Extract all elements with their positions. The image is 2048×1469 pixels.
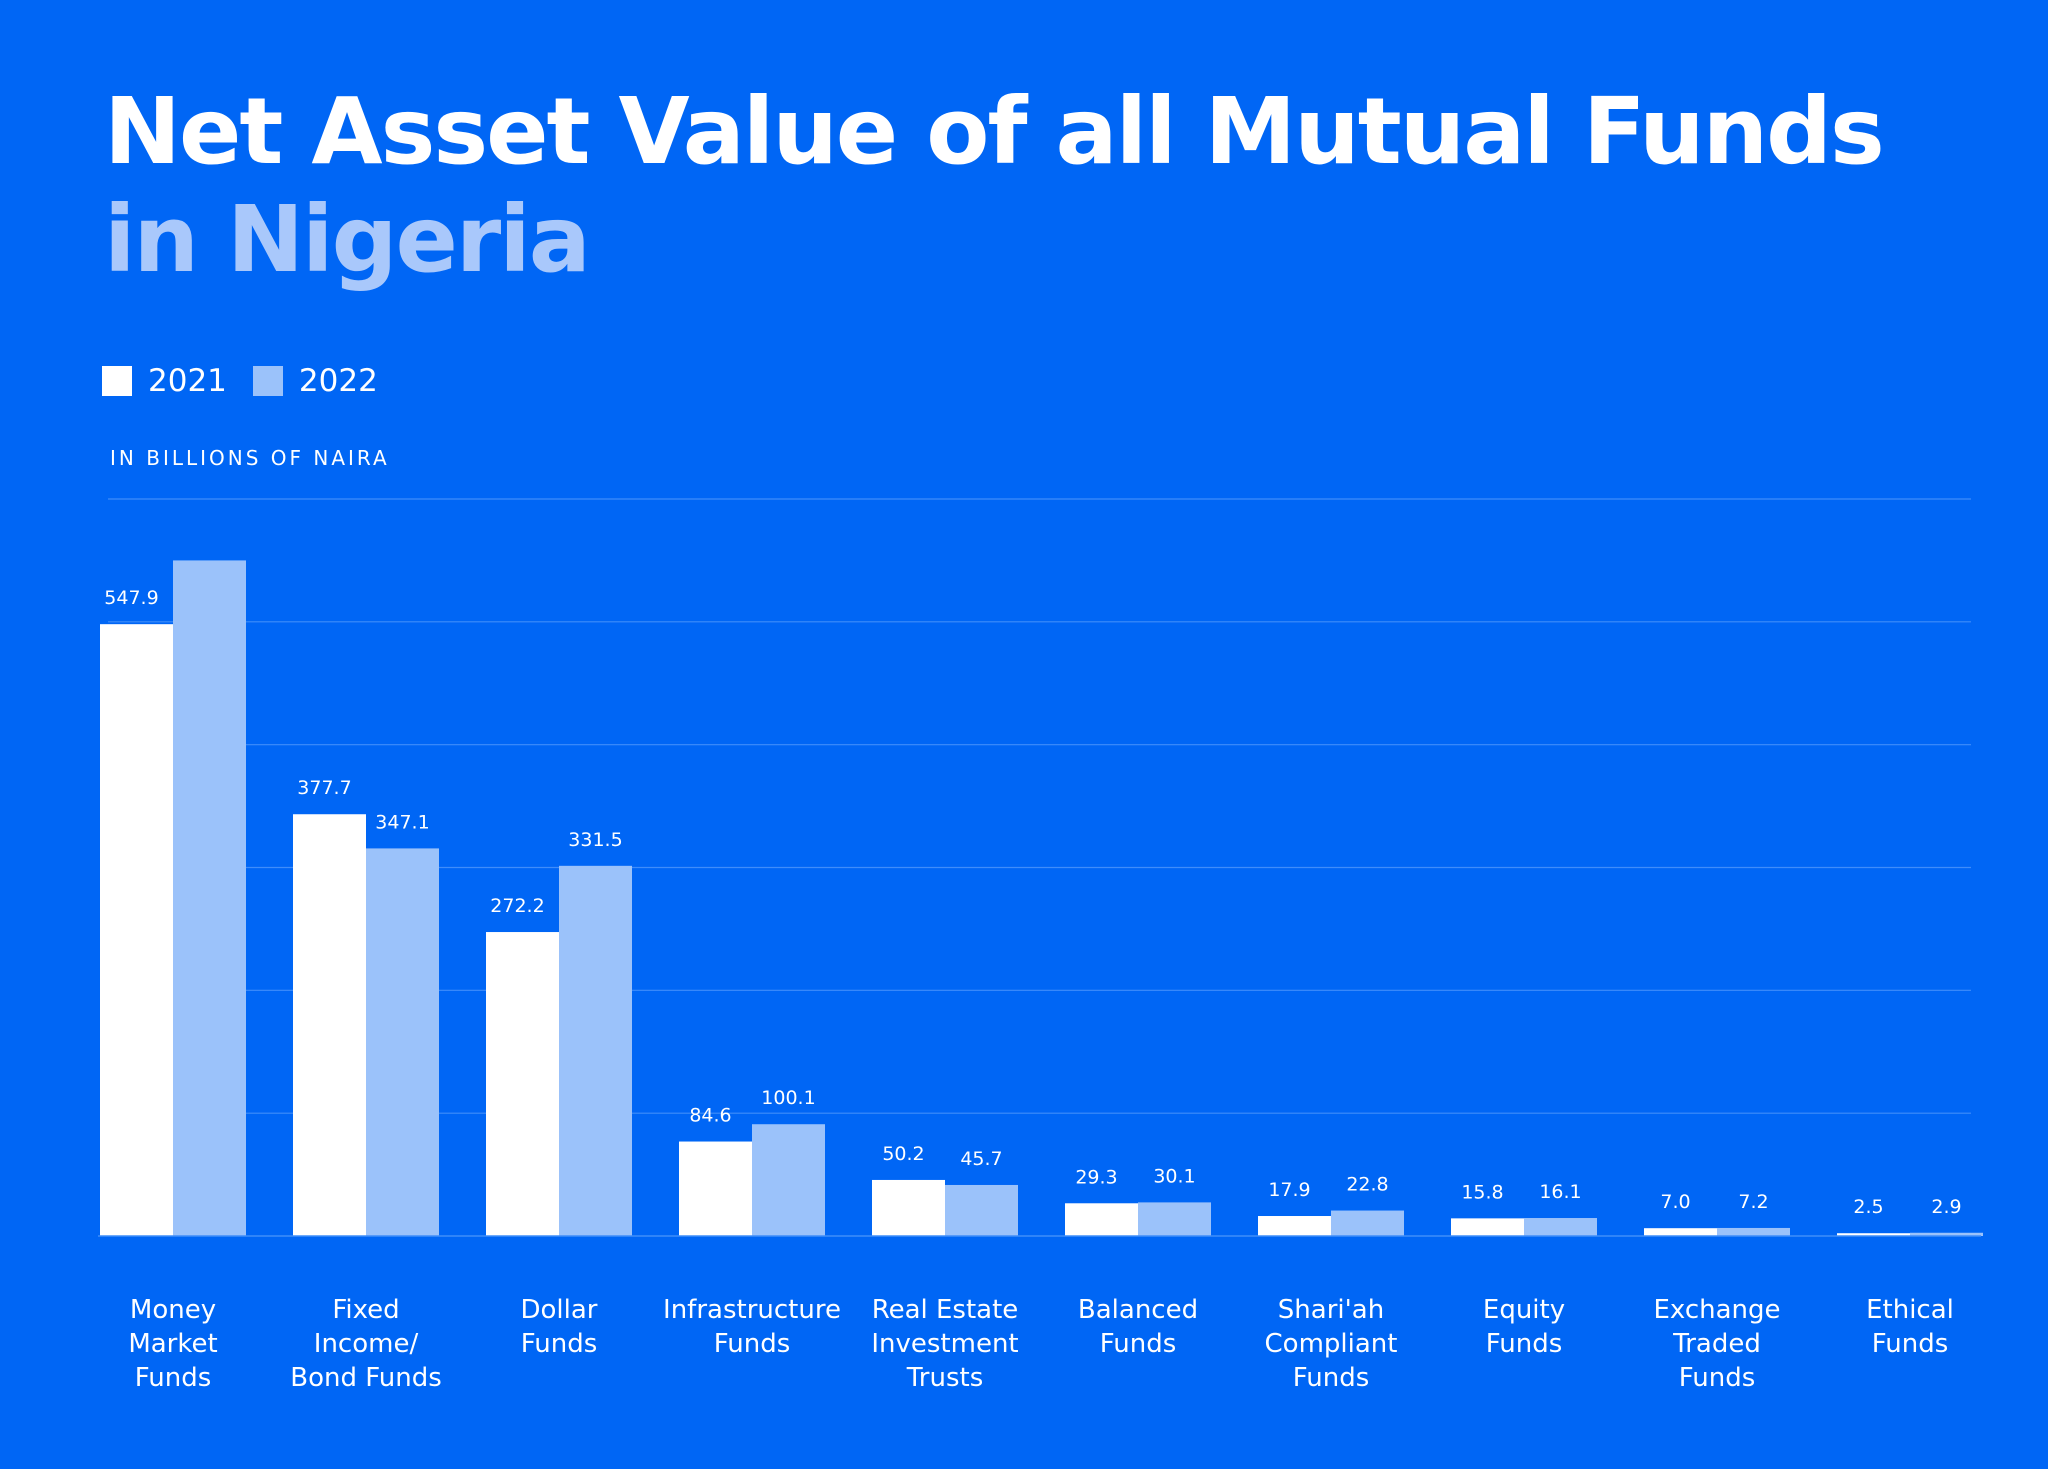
data-label-2021-3: 84.6 [689, 1105, 731, 1127]
data-label-2022-6: 22.8 [1346, 1174, 1388, 1196]
category-label: Income/ [314, 1329, 419, 1359]
category-label: Funds [1872, 1329, 1949, 1359]
data-label-2021-5: 29.3 [1075, 1166, 1117, 1188]
bar-2021-1 [293, 814, 366, 1236]
category-label: Funds [1486, 1329, 1563, 1359]
category-label: Funds [1293, 1363, 1370, 1393]
data-label-2021-6: 17.9 [1268, 1179, 1310, 1201]
data-label-2022-5: 30.1 [1153, 1165, 1195, 1187]
bar-2021-5 [1065, 1203, 1138, 1236]
legend-item-2021: 2021 [102, 363, 227, 399]
bar-2022-0 [173, 560, 246, 1236]
category-label: Funds [1679, 1363, 1756, 1393]
data-label-2021-4: 50.2 [882, 1143, 924, 1165]
data-label-2021-8: 7.0 [1660, 1191, 1690, 1213]
bar-2022-3 [752, 1124, 825, 1236]
legend-label-2022: 2022 [298, 363, 378, 399]
data-label-2022-9: 2.9 [1931, 1196, 1961, 1218]
category-label: Real Estate [872, 1295, 1019, 1325]
data-label-2022-2: 331.5 [568, 829, 622, 851]
category-label: Traded [1672, 1329, 1761, 1359]
subtitle-line: in Nigeria [104, 186, 591, 293]
bar-2022-2 [559, 865, 632, 1236]
bar-2021-4 [872, 1179, 945, 1236]
legend-swatch-2021 [102, 366, 132, 396]
category-label: Bond Funds [290, 1363, 442, 1393]
category-label: Trusts [906, 1363, 984, 1393]
category-label: Market [128, 1329, 217, 1359]
category-label: Fixed [332, 1295, 399, 1325]
title-line: Net Asset Value of all Mutual Funds [104, 78, 1885, 185]
bar-2022-8 [1717, 1227, 1790, 1236]
category-label: Infrastructure [663, 1295, 841, 1325]
data-label-2022-8: 7.2 [1738, 1191, 1768, 1213]
category-label: Funds [1100, 1329, 1177, 1359]
bar-2022-4 [945, 1184, 1018, 1236]
category-label: Balanced [1078, 1295, 1198, 1325]
category-label: Ethical [1866, 1295, 1954, 1325]
bar-2021-2 [486, 932, 559, 1236]
category-label: Money [130, 1295, 216, 1325]
bar-2022-5 [1138, 1202, 1211, 1236]
legend: 2021 2022 [102, 363, 390, 399]
data-label-2021-2: 272.2 [490, 895, 544, 917]
bar-2022-7 [1524, 1218, 1597, 1236]
data-label-2021-7: 15.8 [1461, 1181, 1503, 1203]
category-label: Dollar [521, 1295, 598, 1325]
bar-2022-1 [366, 848, 439, 1236]
data-label-2022-7: 16.1 [1539, 1181, 1581, 1203]
data-label-2021-1: 377.7 [297, 777, 351, 799]
category-label: Exchange [1653, 1295, 1780, 1325]
data-label-2022-1: 347.1 [375, 811, 429, 833]
data-label-2022-3: 100.1 [761, 1087, 815, 1109]
bar-2021-9 [1837, 1233, 1910, 1236]
chart-title: Net Asset Value of all Mutual Funds in N… [104, 78, 1885, 294]
legend-swatch-2022 [252, 366, 283, 396]
bar-2021-6 [1258, 1216, 1331, 1236]
category-label: Equity [1483, 1295, 1565, 1325]
category-label: Investment [871, 1329, 1018, 1359]
bar-2021-8 [1644, 1228, 1717, 1236]
data-label-2021-0: 547.9 [104, 587, 158, 609]
legend-label-2021: 2021 [148, 363, 227, 399]
category-label: Funds [521, 1329, 598, 1359]
data-label-2021-9: 2.5 [1853, 1196, 1883, 1218]
category-label: Funds [714, 1329, 791, 1359]
bar-2021-7 [1451, 1218, 1524, 1236]
bar-2021-3 [679, 1141, 752, 1236]
data-label-2022-4: 45.7 [960, 1148, 1002, 1170]
bar-2022-6 [1331, 1210, 1404, 1236]
legend-item-2022: 2022 [252, 363, 378, 399]
bar-2021-0 [100, 624, 173, 1236]
category-label: Shari'ah [1278, 1295, 1384, 1325]
bar-2022-9 [1910, 1232, 1983, 1236]
unit-label: IN BILLIONS OF NAIRA [110, 446, 390, 470]
category-label: Funds [135, 1363, 212, 1393]
category-label: Compliant [1265, 1329, 1398, 1359]
